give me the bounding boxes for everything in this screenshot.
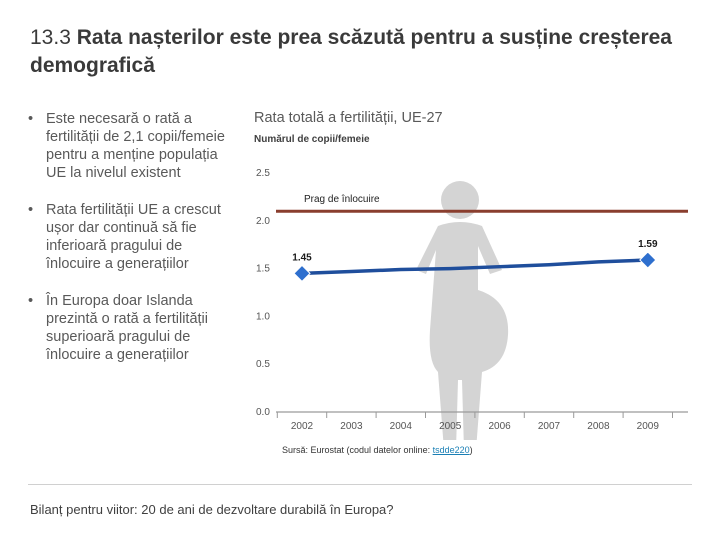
bullet-item: • Rata fertilității UE a crescut ușor da… xyxy=(28,201,233,273)
data-point-marker xyxy=(293,264,311,283)
divider xyxy=(28,484,692,485)
y-tick-label: 1.5 xyxy=(256,264,270,275)
chart-ylabel: Numărul de copii/femeie xyxy=(254,134,370,145)
data-point-marker xyxy=(639,251,657,269)
title-text: Rata nașterilor este prea scăzută pentru… xyxy=(30,26,672,77)
x-tick-label: 2003 xyxy=(340,421,363,432)
threshold-label: Prag de înlocuire xyxy=(304,194,380,205)
data-series: 1.45 1.59 xyxy=(292,239,658,283)
source-suffix: ) xyxy=(469,445,473,455)
data-label: 1.45 xyxy=(292,252,312,263)
source-prefix: Sursă: Eurostat (codul datelor online: xyxy=(282,445,433,455)
bullet-item: • În Europa doar Islanda prezintă o rată… xyxy=(28,292,233,364)
threshold-line: Prag de înlocuire xyxy=(276,194,688,213)
fertility-line-chart: 0.00.51.01.52.02.5 2002 2003 2004 2005 2006 2… xyxy=(256,168,688,440)
bullet-dot: • xyxy=(28,202,34,218)
bullet-item: • Este necesară o rată a fertilității de… xyxy=(28,110,233,182)
y-axis: 0.0 0.5 1.0 1.5 2.0 2.5 xyxy=(256,168,270,418)
chart-title: Rata totală a fertilității, UE-27 xyxy=(254,110,443,126)
figure-body xyxy=(416,222,509,440)
y-tick-label: 0.5 xyxy=(256,359,270,370)
slide-title: 13.3 Rata nașterilor este prea scăzută p… xyxy=(30,24,690,80)
x-tick-label: 2009 xyxy=(637,421,660,432)
footer-text: Bilanț pentru viitor: 20 de ani de dezvo… xyxy=(30,502,394,517)
x-tick-label: 2007 xyxy=(538,421,561,432)
source-note: Sursă: Eurostat (codul datelor online: t… xyxy=(282,445,473,455)
y-tick-label: 0.0 xyxy=(256,407,270,418)
figure-head xyxy=(441,181,479,219)
bullet-list: • Este necesară o rată a fertilității de… xyxy=(28,110,233,383)
x-tick-label: 2004 xyxy=(390,421,413,432)
x-axis: 2002 2003 2004 2005 2006 2007 2008 2009 xyxy=(276,411,688,432)
bullet-dot: • xyxy=(28,293,34,309)
y-tick-label: 2.0 xyxy=(256,216,270,227)
bullet-text: În Europa doar Islanda prezintă o rată a… xyxy=(46,293,208,363)
y-tick-label: 2.5 xyxy=(256,168,270,179)
bullet-text: Este necesară o rată a fertilității de 2… xyxy=(46,111,225,181)
data-label: 1.59 xyxy=(638,239,658,250)
x-tick-label: 2005 xyxy=(439,421,462,432)
pregnant-woman-icon xyxy=(416,181,509,440)
x-tick-label: 2006 xyxy=(488,421,511,432)
series-line xyxy=(301,258,648,276)
x-tick-label: 2002 xyxy=(291,421,314,432)
bullet-text: Rata fertilității UE a crescut ușor dar … xyxy=(46,202,221,272)
source-link[interactable]: tsdde220 xyxy=(432,445,470,455)
y-tick-label: 1.0 xyxy=(256,311,270,322)
x-tick-label: 2008 xyxy=(587,421,610,432)
bullet-dot: • xyxy=(28,111,34,127)
title-number: 13.3 xyxy=(30,26,71,49)
